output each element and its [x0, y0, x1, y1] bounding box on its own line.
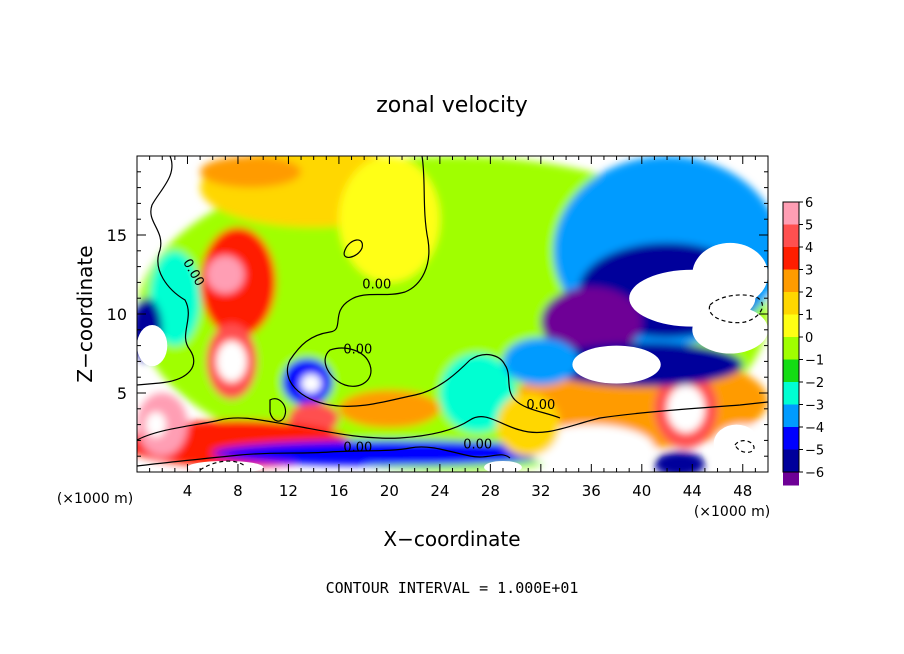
- x-tick-label: 20: [380, 482, 399, 500]
- contour-line: [269, 398, 287, 422]
- x-tick-label: 16: [329, 482, 348, 500]
- colorbar-label: −2: [805, 376, 824, 391]
- y-tick-label: 5: [117, 384, 127, 403]
- x-tick-label: 8: [233, 482, 243, 500]
- masked-region: [187, 460, 264, 472]
- masked-region: [692, 242, 768, 307]
- colorbar: 6 5 4 3 2 1 0 −1 −2 −3 −4 −5 −6: [782, 196, 824, 486]
- x-tick-label: 44: [683, 482, 702, 500]
- colorbar-swatch: [783, 404, 799, 427]
- x-tick-label: 4: [183, 482, 193, 500]
- contour-label: 0.00: [362, 278, 391, 293]
- x-tick-label: 36: [582, 482, 601, 500]
- masked-region: [692, 306, 768, 354]
- x-axis-title: X−coordinate: [383, 527, 520, 551]
- colorbar-swatch: [783, 427, 799, 450]
- field-region: [496, 393, 560, 457]
- masked-region: [572, 345, 661, 384]
- x-axis: 4 8 12 16 20 24 28 32 36 40 44 48: [149, 156, 756, 500]
- field-region: [654, 451, 705, 472]
- contour-label: 0.00: [526, 398, 555, 413]
- colorbar-label: −5: [805, 444, 824, 459]
- field-region: [216, 340, 247, 382]
- field-region: [212, 440, 567, 466]
- y-axis: 5 10 15: [107, 171, 768, 457]
- colorbar-swatch: [783, 224, 799, 247]
- contour-line: [734, 440, 755, 453]
- contour-line: [137, 446, 511, 467]
- colorbar-swatch: [783, 382, 799, 405]
- contour-line: [343, 239, 363, 258]
- colorbar-swatch: [783, 449, 799, 472]
- field-region: [502, 337, 579, 386]
- colorbar-label: 4: [805, 241, 813, 256]
- field-region: [338, 156, 440, 283]
- masked-region: [137, 325, 168, 367]
- colorbar-label: 5: [805, 219, 813, 234]
- field-region: [145, 411, 167, 438]
- contour-label: 0.00: [463, 437, 492, 452]
- colorbar-label: 0: [805, 331, 813, 346]
- colorbar-label: 3: [805, 264, 813, 279]
- field-region: [200, 156, 302, 188]
- x-tick-label: 12: [279, 482, 298, 500]
- x-unit-label-left: (×1000 m): [57, 491, 133, 507]
- colorbar-swatch: [783, 472, 799, 486]
- field-region: [338, 389, 440, 428]
- colorbar-swatch: [783, 247, 799, 270]
- colorbar-label: 1: [805, 309, 813, 324]
- contour-line: [708, 294, 763, 324]
- masked-region: [484, 460, 522, 472]
- contour-line: [199, 460, 246, 471]
- y-tick-label: 15: [107, 226, 127, 245]
- colorbar-swatch: [783, 314, 799, 337]
- y-axis-title: Z−coordinate: [73, 245, 97, 382]
- colorbar-label: −3: [805, 399, 824, 414]
- colorbar-label: −1: [805, 354, 824, 369]
- contour-line: [137, 156, 195, 386]
- colorbar-swatch: [783, 359, 799, 382]
- x-tick-label: 24: [430, 482, 449, 500]
- y-tick-label: 10: [107, 305, 127, 324]
- x-tick-label: 40: [632, 482, 651, 500]
- velocity-field: [137, 156, 768, 472]
- colorbar-swatch: [783, 202, 799, 225]
- contour-label: 0.00: [343, 343, 372, 358]
- zero-contours: [137, 156, 768, 471]
- plot-area: 0.00 0.000.000.000.00 0.00: [137, 156, 768, 472]
- colorbar-label: 6: [805, 196, 813, 211]
- colorbar-label: −4: [805, 421, 824, 436]
- x-unit-label-right: (×1000 m): [694, 504, 770, 520]
- contour-label: 0.00: [343, 440, 372, 455]
- field-region: [540, 287, 642, 357]
- colorbar-label: 2: [805, 286, 813, 301]
- contour-line: [324, 347, 372, 387]
- masked-regions: [137, 242, 768, 472]
- contour-interval-note: CONTOUR INTERVAL = 1.000E+01: [326, 579, 579, 597]
- colorbar-swatch: [783, 292, 799, 315]
- colorbar-label: −6: [805, 466, 824, 481]
- field-region: [439, 353, 516, 433]
- contour-line: [469, 353, 561, 419]
- colorbar-swatch: [783, 337, 799, 360]
- colorbar-swatch: [783, 269, 799, 292]
- x-tick-label: 32: [531, 482, 550, 500]
- contour-line: [137, 401, 768, 441]
- masked-region: [559, 434, 649, 472]
- contour-line: [286, 156, 471, 407]
- chart-title: zonal velocity: [376, 93, 528, 118]
- x-tick-label: 48: [733, 482, 752, 500]
- field-region: [301, 374, 322, 393]
- x-tick-label: 28: [481, 482, 500, 500]
- field-region: [206, 255, 245, 294]
